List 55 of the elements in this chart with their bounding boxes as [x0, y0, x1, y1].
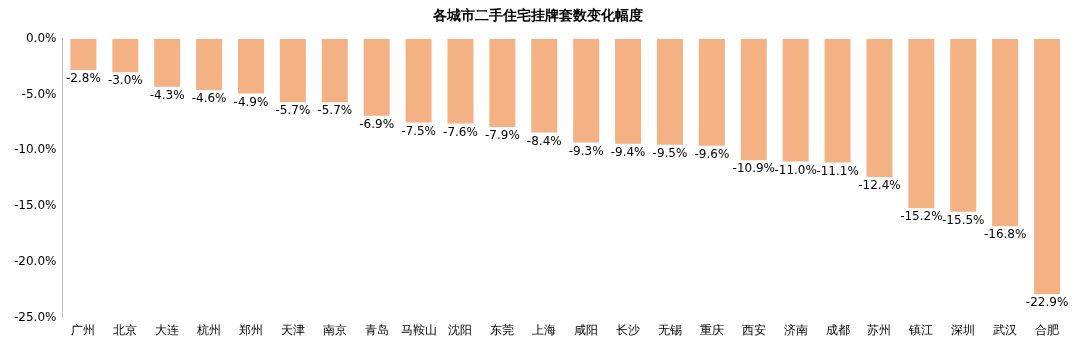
data-label: -9.4% [610, 144, 646, 159]
x-tick-label: 南京 [322, 322, 347, 337]
x-tick-label: 济南 [783, 322, 808, 337]
x-tick-label: 无锡 [657, 322, 682, 337]
data-label: -4.9% [233, 94, 269, 109]
x-tick-label: 沈阳 [448, 322, 473, 337]
data-label: -7.6% [443, 124, 478, 139]
x-tick-label: 青岛 [364, 322, 389, 337]
x-tick-label: 长沙 [616, 322, 641, 337]
x-tick-label: 西安 [741, 322, 766, 337]
x-tick-label: 郑州 [238, 322, 263, 337]
x-tick-label: 重庆 [699, 322, 724, 337]
data-label: -12.4% [858, 178, 901, 193]
x-tick-label: 大连 [155, 322, 180, 337]
y-tick-label: -10.0% [14, 142, 57, 157]
data-label: -3.0% [107, 73, 143, 88]
data-label: -9.3% [568, 143, 604, 158]
data-label: -5.7% [317, 103, 353, 118]
y-tick-label: 0.0% [25, 30, 57, 45]
data-label: -11.0% [774, 162, 817, 177]
data-label: -9.6% [694, 146, 730, 161]
x-tick-label: 咸阳 [574, 322, 599, 337]
x-tick-label: 马鞍山 [400, 322, 437, 337]
x-tick-label: 成都 [825, 322, 850, 337]
data-label: -15.2% [900, 209, 943, 224]
x-tick-label: 上海 [532, 322, 557, 337]
data-label: -6.9% [359, 116, 395, 131]
x-tick-label: 深圳 [951, 322, 976, 337]
y-tick-label: -5.0% [21, 86, 57, 101]
data-label: -7.5% [401, 123, 436, 138]
y-tick-label: -25.0% [14, 309, 57, 324]
x-tick-label: 武汉 [993, 322, 1018, 337]
x-tick-label: 杭州 [196, 322, 222, 337]
data-label: -11.1% [816, 163, 859, 178]
chart-title: 各城市二手住宅挂牌套数变化幅度 [432, 7, 643, 24]
data-label: -5.7% [275, 103, 311, 118]
data-label: -7.9% [484, 128, 520, 143]
y-tick-label: -15.0% [14, 198, 57, 213]
data-label: -2.8% [65, 71, 101, 86]
data-label: -16.8% [983, 227, 1027, 242]
data-label: -8.4% [526, 133, 562, 148]
data-label: -22.9% [1025, 295, 1069, 310]
x-tick-label: 东莞 [490, 322, 515, 337]
data-label: -15.5% [942, 212, 985, 227]
x-tick-label: 天津 [280, 322, 305, 337]
data-label: -4.6% [191, 91, 227, 106]
y-tick-label: -20.0% [14, 253, 57, 268]
x-tick-label: 苏州 [867, 322, 892, 337]
x-tick-label: 北京 [113, 322, 138, 337]
x-tick-label: 合肥 [1035, 322, 1060, 337]
data-label: -9.5% [652, 145, 688, 160]
x-tick-label: 镇江 [908, 322, 934, 337]
data-label: -4.3% [149, 87, 185, 102]
data-label: -10.9% [732, 161, 775, 176]
x-tick-label: 广州 [71, 322, 96, 337]
